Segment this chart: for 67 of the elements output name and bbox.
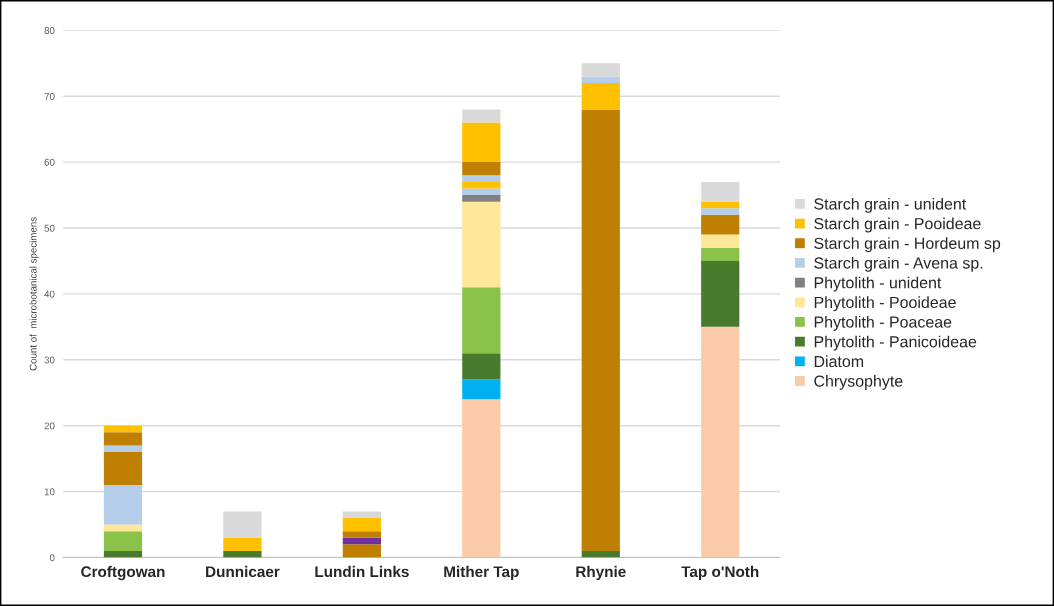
bar [103, 524, 143, 532]
bar [462, 353, 501, 380]
bar [462, 122, 501, 163]
bar [462, 399, 501, 558]
y-axis-title: Count of microbotanical specimens [29, 217, 39, 371]
bar [462, 287, 501, 354]
bar [462, 188, 501, 196]
bar [223, 511, 262, 538]
legend-label: Starch grain - unident [814, 197, 967, 213]
legend-label: Phytolith - Panicoideae [814, 335, 977, 351]
bar [701, 214, 740, 235]
y-tick-label: 30 [44, 356, 55, 364]
legend-label: Starch grain - Pooideae [814, 217, 981, 233]
y-tick-label: 50 [44, 224, 55, 232]
bar [342, 517, 381, 532]
bar [103, 445, 143, 453]
bar [462, 181, 501, 189]
legend-label: Phytolith - unident [814, 276, 942, 292]
bar [462, 175, 501, 182]
y-tick-label: 20 [44, 422, 55, 430]
bar [581, 63, 620, 77]
bar [103, 485, 143, 525]
y-tick-label: 0 [49, 554, 55, 562]
bar [581, 109, 620, 551]
legend-label: Starch grain - Avena sp. [814, 256, 983, 272]
bar [103, 432, 143, 446]
bar [462, 201, 501, 288]
legend-label: Phytolith - Poaceae [814, 315, 952, 331]
x-tick-label: Rhynie [576, 565, 626, 581]
bar [701, 326, 740, 558]
legend-label: Chrysophyte [814, 375, 903, 390]
bar [462, 379, 501, 400]
bar [701, 181, 740, 202]
bar [581, 76, 620, 84]
bar [701, 234, 740, 248]
bar [701, 201, 740, 209]
y-tick-label: 80 [44, 27, 55, 34]
y-tick-label: 60 [44, 158, 55, 166]
bar [103, 425, 143, 433]
bar [462, 109, 501, 123]
y-tick-label: 40 [44, 290, 55, 298]
legend-label: Diatom [814, 355, 864, 368]
bar [342, 537, 381, 545]
bar [701, 208, 740, 215]
x-tick-label: Dunnicaer [206, 565, 280, 578]
y-tick-label: 70 [44, 92, 55, 100]
x-tick-label: Mither Tap [444, 565, 519, 581]
x-tick-label: Lundin Links [315, 565, 409, 578]
bar [103, 452, 143, 486]
bar [103, 531, 143, 551]
bar [342, 544, 381, 558]
bar [223, 537, 262, 551]
bar [581, 550, 620, 558]
bar [701, 260, 740, 327]
bar [223, 550, 262, 558]
bar [103, 550, 143, 558]
legend-label: Starch grain - Hordeum sp [814, 237, 1001, 253]
bar [701, 247, 740, 261]
bar [462, 162, 501, 176]
bar [342, 511, 381, 518]
bar [342, 531, 381, 538]
legend-label: Phytolith - Pooideae [814, 296, 956, 312]
y-tick-label: 10 [44, 488, 55, 496]
bar [462, 195, 501, 202]
x-tick-label: Tap o'Noth [681, 565, 759, 581]
bar [581, 83, 620, 110]
x-tick-label: Croftgowan [81, 565, 165, 581]
